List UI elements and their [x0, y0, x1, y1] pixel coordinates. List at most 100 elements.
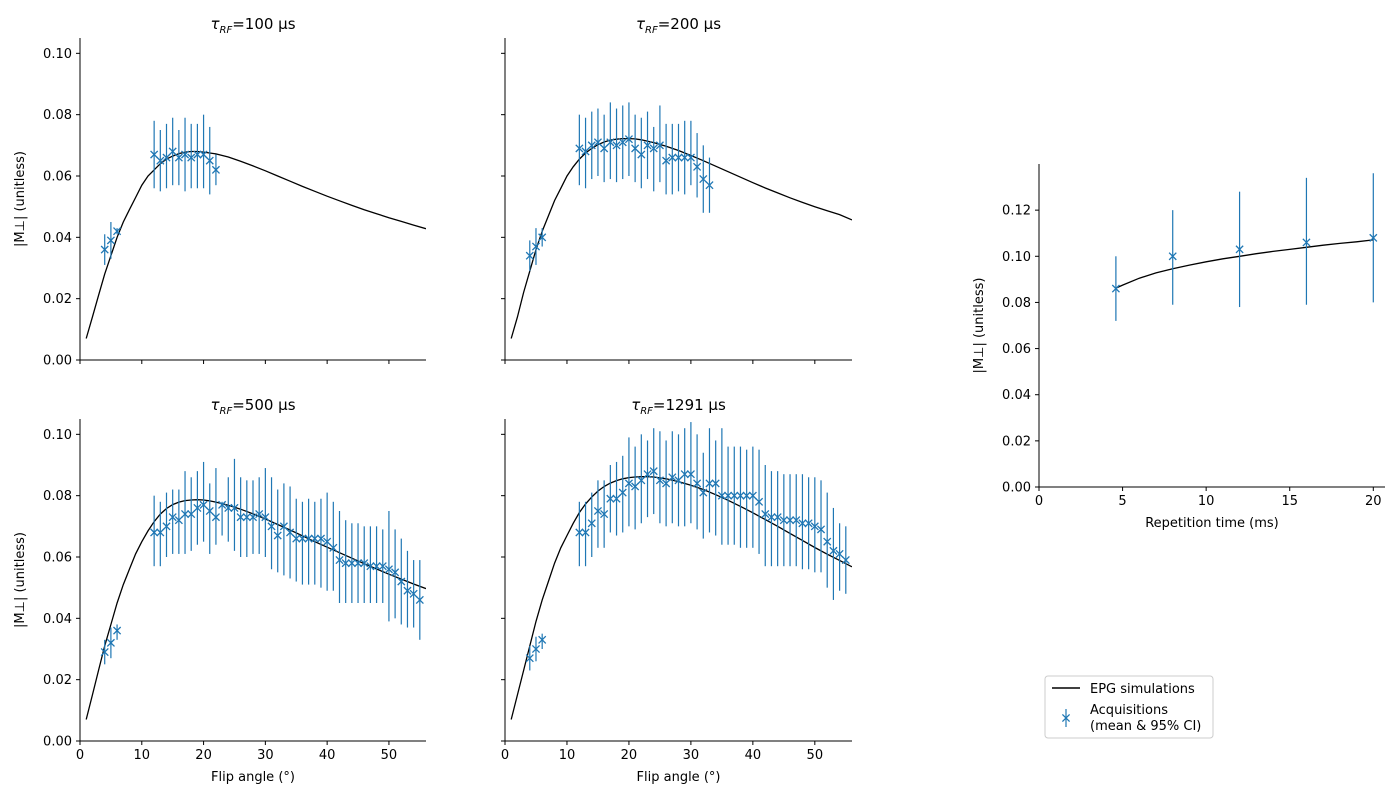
measurement-point	[316, 498, 326, 588]
measurement-point	[180, 471, 190, 554]
x-marker	[255, 510, 264, 519]
measurement-point	[531, 228, 541, 265]
x-marker	[267, 522, 276, 531]
x-marker	[668, 153, 677, 162]
measurement-point	[680, 428, 689, 527]
x-tick-label: 40	[745, 748, 762, 763]
x-marker	[205, 506, 214, 516]
measurement-point	[199, 461, 208, 542]
measurement-point	[668, 431, 677, 524]
measurement-point	[742, 449, 751, 548]
measurement-point	[606, 465, 615, 533]
measurement-point	[168, 489, 177, 554]
x-tick-label: 0	[76, 748, 84, 763]
title-suffix: =100 µs	[232, 15, 296, 33]
measurement-point	[193, 471, 202, 545]
x-marker	[798, 519, 807, 528]
y-tick-label: 0.06	[43, 551, 72, 566]
measurement-point	[717, 428, 726, 545]
x-marker	[538, 233, 547, 242]
measurement-point	[593, 480, 603, 548]
legend-acq-swatch	[1061, 709, 1071, 727]
measurement-point	[193, 123, 202, 189]
x-marker	[100, 648, 109, 657]
measurement-point	[261, 468, 270, 557]
measurement-point	[113, 624, 122, 640]
x-marker	[705, 181, 714, 190]
measurement-point	[680, 120, 689, 195]
x-marker	[187, 153, 196, 162]
measurement-point	[693, 434, 702, 530]
measurement-point	[242, 480, 251, 557]
x-marker	[693, 162, 702, 171]
measurement-point	[347, 523, 356, 603]
measurement-point	[575, 114, 584, 186]
x-marker	[810, 522, 819, 531]
x-marker	[624, 479, 633, 488]
x-marker	[705, 479, 714, 488]
measurement-point	[100, 234, 109, 265]
legend-acq-label: Acquisitions	[1090, 703, 1168, 718]
title-tau: τ	[210, 15, 220, 33]
x-tick-label: 10	[559, 748, 576, 763]
measurement-point	[397, 538, 406, 625]
x-marker	[674, 153, 683, 162]
x-marker	[248, 513, 258, 522]
measurement-point	[612, 461, 621, 536]
measurement-point	[631, 114, 640, 183]
x-tick-label: 0	[501, 748, 509, 763]
x-marker	[106, 236, 115, 245]
measurement-point	[810, 477, 819, 573]
measurement-point	[655, 105, 664, 183]
x-tick-label: 30	[683, 748, 700, 763]
measurement-point	[668, 123, 677, 195]
measurement-point	[106, 627, 115, 659]
measurement-point	[637, 117, 646, 189]
x-marker	[180, 150, 190, 159]
x-marker	[341, 559, 350, 568]
x-marker	[575, 528, 584, 537]
x-marker	[199, 150, 208, 159]
x-marker	[655, 476, 664, 485]
measurement-point	[581, 501, 590, 567]
panel-tau200: τRF=200 µs	[501, 15, 852, 364]
measurement-point	[612, 108, 621, 183]
x-marker	[606, 138, 615, 147]
measurement-point	[329, 501, 338, 591]
measurement-point	[341, 520, 350, 603]
x-marker	[279, 522, 288, 531]
measurement-point	[211, 468, 220, 545]
x-marker	[581, 528, 590, 537]
measurement-point	[310, 501, 319, 585]
y-tick-label: 0.04	[43, 612, 72, 627]
x-marker	[100, 245, 109, 254]
measurement-point	[699, 452, 708, 539]
x-marker	[335, 556, 344, 565]
x-tick-label: 20	[195, 748, 212, 763]
measurement-point	[205, 126, 214, 195]
measurement-point	[816, 480, 826, 573]
legend-x-marker	[1061, 713, 1071, 723]
measurement-point	[353, 523, 363, 603]
x-marker	[1111, 284, 1120, 293]
measurement-point	[531, 636, 541, 662]
measurement-point	[224, 477, 233, 542]
x-marker	[649, 467, 658, 476]
sim-line	[510, 137, 852, 339]
title-suffix: =500 µs	[232, 396, 296, 414]
measurement-point	[618, 105, 627, 180]
measurement-point	[761, 465, 770, 567]
x-marker	[631, 482, 640, 491]
x-marker	[397, 577, 406, 586]
x-marker	[804, 519, 813, 528]
x-marker	[162, 153, 171, 162]
x-marker	[693, 479, 702, 488]
y-tick-label: 0.08	[43, 489, 72, 504]
measurement-point	[606, 102, 615, 180]
x-marker	[329, 543, 338, 552]
panel-title: τRF=500 µs	[210, 396, 295, 417]
x-marker	[618, 488, 627, 497]
measurement-point	[754, 449, 764, 554]
x-marker	[378, 562, 387, 571]
measurement-point	[162, 492, 171, 557]
